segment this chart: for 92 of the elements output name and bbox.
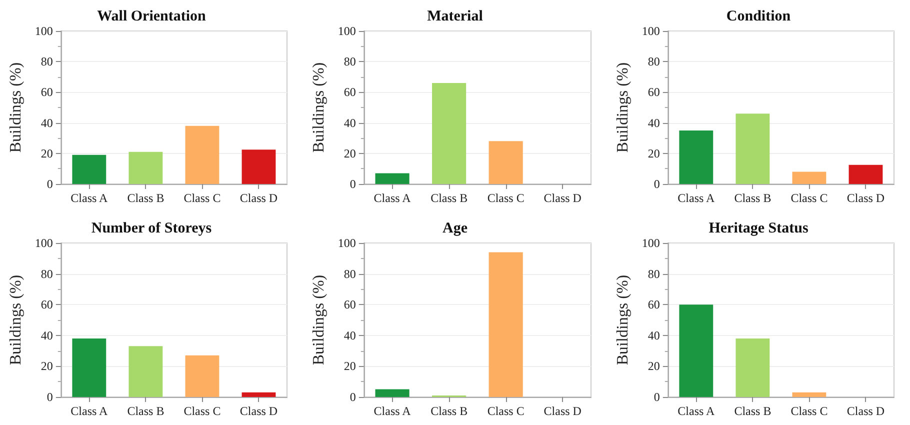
y-tick-label: 40 (344, 116, 356, 130)
bar (792, 392, 826, 397)
bar (488, 252, 523, 397)
y-axis-title: Buildings (%) (8, 62, 24, 153)
chart-title: Number of Storeys (91, 220, 212, 236)
x-tick-label: Class B (127, 191, 164, 205)
chart-title: Age (442, 220, 468, 236)
y-tick-label: 20 (40, 146, 53, 160)
y-tick-label: 40 (344, 328, 356, 342)
y-tick-label: 0 (350, 177, 356, 191)
y-tick-label: 60 (40, 85, 53, 100)
x-tick-label: Class B (430, 404, 468, 418)
y-tick-label: 100 (338, 236, 356, 250)
x-tick-label: Class D (240, 191, 278, 205)
y-tick-label: 40 (40, 116, 53, 130)
y-tick-label: 80 (648, 266, 660, 281)
bar (72, 338, 106, 397)
y-axis-title: Buildings (%) (614, 62, 632, 153)
x-tick-label: Class C (184, 191, 221, 205)
chart-title: Heritage Status (708, 220, 808, 236)
x-tick-label: Class A (70, 404, 108, 418)
y-tick-label: 40 (648, 328, 660, 342)
y-tick-label: 80 (648, 54, 660, 69)
bar (736, 114, 770, 184)
chart-title: Condition (726, 8, 792, 24)
x-tick-label: Class C (184, 404, 221, 418)
y-tick-label: 100 (338, 24, 356, 38)
y-tick-label: 20 (648, 359, 660, 374)
y-axis-title: Buildings (%) (310, 62, 328, 153)
x-tick-label: Class D (544, 191, 582, 205)
x-tick-label: Class C (790, 404, 828, 418)
y-tick-label: 40 (648, 116, 660, 130)
bar (128, 152, 163, 184)
chart-title: Material (427, 8, 483, 24)
y-tick-label: 80 (40, 266, 53, 281)
y-tick-label: 100 (34, 236, 53, 250)
y-tick-label: 100 (642, 236, 660, 250)
bar (242, 150, 276, 184)
x-tick-label: Class D (544, 404, 582, 418)
y-axis-title: Buildings (%) (310, 274, 328, 366)
y-tick-label: 60 (648, 298, 660, 312)
y-tick-label: 20 (648, 146, 660, 160)
bar (72, 154, 106, 184)
x-tick-label: Class C (790, 191, 828, 205)
y-tick-label: 100 (34, 24, 53, 38)
y-axis-title: Buildings (%) (614, 274, 632, 366)
bar (679, 304, 714, 397)
bar (792, 172, 826, 184)
bar (679, 130, 714, 184)
y-tick-label: 80 (344, 266, 356, 281)
y-tick-label: 40 (40, 328, 53, 342)
y-tick-label: 60 (344, 298, 356, 312)
y-axis-title: Buildings (%) (8, 274, 24, 366)
x-tick-label: Class B (734, 191, 772, 205)
bar (432, 83, 466, 184)
bar (488, 141, 523, 184)
y-tick-label: 0 (350, 390, 356, 404)
y-tick-label: 60 (344, 85, 356, 100)
x-tick-label: Class C (487, 404, 524, 418)
x-tick-label: Class A (678, 191, 715, 205)
bar (185, 355, 220, 397)
x-tick-label: Class A (374, 191, 412, 205)
bar (128, 346, 163, 397)
y-tick-label: 20 (344, 146, 356, 160)
x-tick-label: Class A (374, 404, 412, 418)
bar (375, 389, 410, 397)
y-tick-label: 0 (46, 390, 53, 404)
x-tick-label: Class D (240, 404, 278, 418)
y-tick-label: 0 (654, 390, 660, 404)
x-tick-label: Class D (846, 191, 885, 205)
x-tick-label: Class B (734, 404, 772, 418)
x-tick-label: Class A (70, 191, 108, 205)
bar (185, 126, 220, 184)
x-tick-label: Class A (678, 404, 715, 418)
y-tick-label: 0 (46, 177, 53, 191)
x-tick-label: Class B (430, 191, 468, 205)
y-tick-label: 80 (40, 54, 53, 69)
y-tick-label: 100 (642, 24, 660, 38)
y-tick-label: 20 (40, 359, 53, 374)
x-tick-label: Class D (846, 404, 885, 418)
bar (375, 173, 410, 184)
bar (736, 338, 770, 397)
y-tick-label: 0 (654, 177, 660, 191)
x-tick-label: Class B (127, 404, 164, 418)
y-tick-label: 60 (648, 85, 660, 100)
bar (242, 392, 276, 397)
y-tick-label: 20 (344, 359, 356, 374)
y-tick-label: 80 (344, 54, 356, 69)
bar (848, 164, 883, 184)
y-tick-label: 60 (40, 298, 53, 312)
chart-title: Wall Orientation (97, 8, 207, 24)
x-tick-label: Class C (487, 191, 524, 205)
